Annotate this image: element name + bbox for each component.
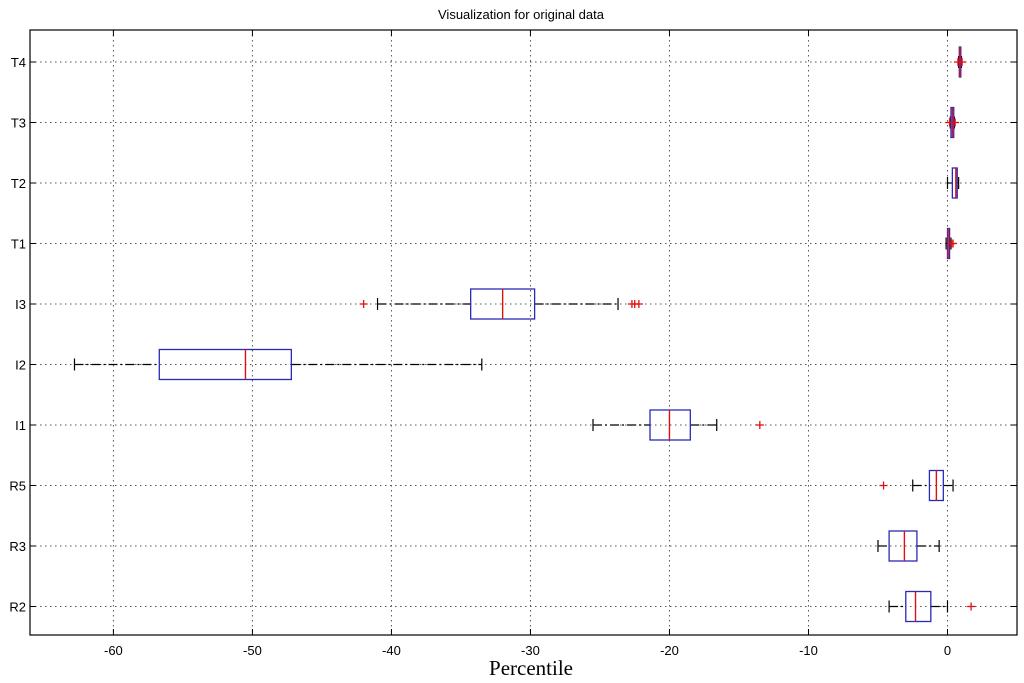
x-tick-label: -10 <box>799 643 818 658</box>
outlier-marker <box>951 118 960 127</box>
outlier-marker <box>958 58 967 66</box>
x-axis-label: Percentile <box>489 656 573 680</box>
box-r2 <box>888 590 976 623</box>
iqr-box <box>951 167 958 199</box>
iqr-box <box>158 348 292 381</box>
box-t1 <box>945 227 958 260</box>
x-tick-label: -40 <box>382 643 401 658</box>
y-tick-label: T3 <box>11 116 26 131</box>
box-i1 <box>592 409 764 441</box>
y-tick-label: T2 <box>11 176 26 191</box>
outlier-marker <box>949 239 958 248</box>
box-t3 <box>945 106 960 139</box>
outlier-marker <box>967 602 976 611</box>
y-tick-label: R2 <box>9 600 26 615</box>
outlier-marker <box>634 300 643 308</box>
iqr-box <box>888 530 918 562</box>
y-tick-label: T4 <box>11 55 26 70</box>
box-t4 <box>953 46 967 78</box>
chart-title: Visualization for original data <box>438 7 605 22</box>
box-r5 <box>879 469 954 502</box>
x-tick-label: -50 <box>243 643 262 658</box>
x-tick-label: -20 <box>660 643 679 658</box>
axis-ticks: -60 -50 -40 -30 -20 -10 0 T4 T3 T2 T1 I3 I2 I1 R5 R3 R2 <box>9 30 1017 658</box>
grid-lines <box>30 30 1017 635</box>
plot-area-frame <box>29 29 1018 636</box>
outlier-marker <box>879 481 888 490</box>
x-tick-label: -60 <box>104 643 123 658</box>
outlier-marker <box>359 300 368 308</box>
x-tick-label: 0 <box>944 643 951 658</box>
y-tick-label: I2 <box>15 358 26 373</box>
y-tick-label: R3 <box>9 539 26 554</box>
y-tick-label: T1 <box>11 237 26 252</box>
box-i2 <box>73 348 483 381</box>
boxes <box>73 46 976 623</box>
y-tick-label: I1 <box>15 418 26 433</box>
y-tick-label: I3 <box>15 297 26 312</box>
y-tick-label: R5 <box>9 479 26 494</box>
box-r3 <box>877 530 940 562</box>
x-tick-label: -30 <box>521 643 540 658</box>
outlier-marker <box>755 421 764 429</box>
box-t2 <box>946 167 960 199</box>
iqr-box <box>905 590 932 623</box>
box-i3 <box>359 288 643 320</box>
